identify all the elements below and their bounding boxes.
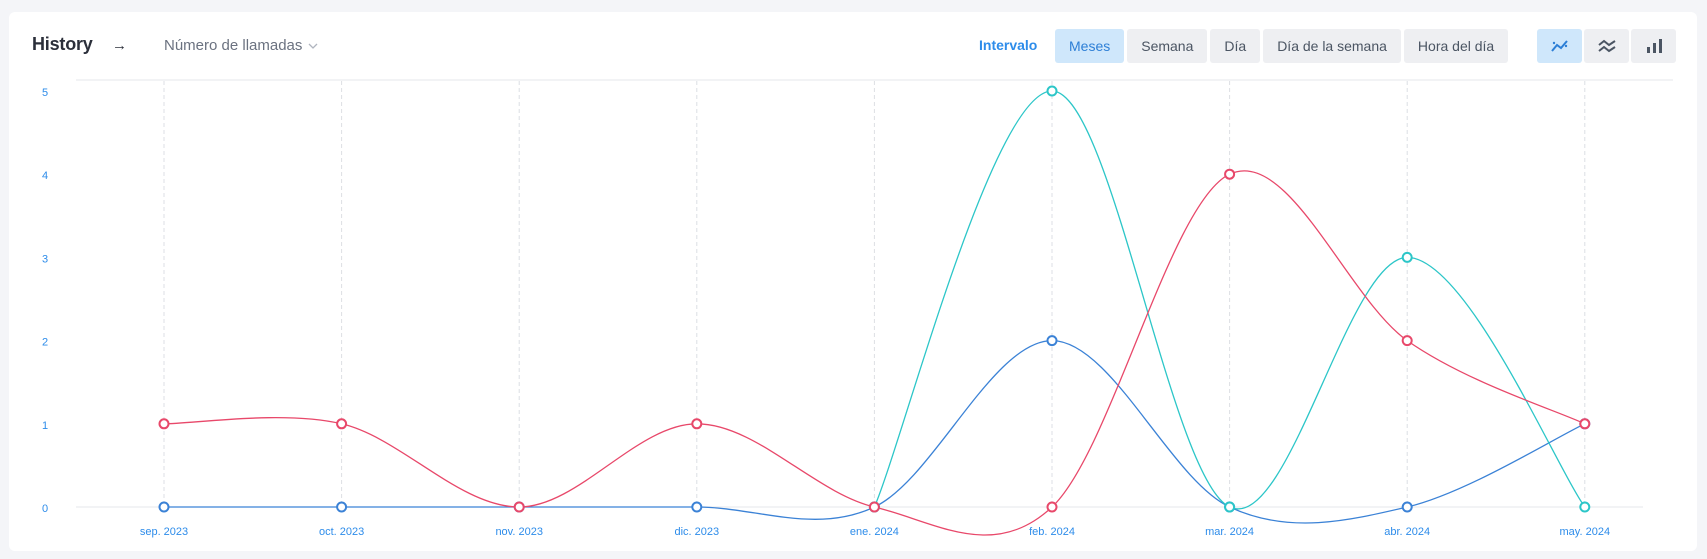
tab-hora-del-dia[interactable]: Hora del día: [1403, 29, 1509, 63]
series-line: [873, 90, 1586, 510]
x-tick-label: mar. 2024: [1205, 526, 1254, 538]
data-point: [158, 501, 170, 513]
data-point: [1224, 501, 1236, 513]
tab-meses[interactable]: Meses: [1055, 29, 1125, 63]
data-point: [1401, 335, 1413, 347]
chart-mode-toggle: [1537, 29, 1676, 63]
chevron-down-icon: [308, 43, 318, 49]
metric-dropdown-label: Número de llamadas: [164, 37, 303, 54]
y-tick-label: 5: [42, 87, 48, 99]
x-tick-label: dic. 2023: [674, 526, 719, 538]
x-tick-label: feb. 2024: [1029, 526, 1075, 538]
data-point: [1046, 501, 1058, 513]
data-point: [1579, 501, 1591, 513]
stacked-line-icon: [1597, 39, 1616, 53]
bar-chart-icon: [1646, 39, 1662, 53]
tab-semana[interactable]: Semana: [1127, 29, 1208, 63]
data-point: [1046, 85, 1058, 97]
x-tick-label: ene. 2024: [850, 526, 899, 538]
data-point: [336, 501, 348, 513]
metric-dropdown[interactable]: Número de llamadas: [164, 37, 318, 54]
x-tick-label: may. 2024: [1560, 526, 1611, 538]
history-card: [9, 12, 1697, 551]
data-point: [1401, 501, 1413, 513]
y-tick-label: 3: [42, 253, 48, 265]
y-tick-label: 1: [42, 420, 48, 432]
bar-chart-mode-button[interactable]: [1631, 29, 1676, 63]
series-line: [163, 339, 1586, 524]
data-point: [1401, 251, 1413, 263]
y-tick-label: 0: [42, 503, 48, 515]
smooth-line-icon: [1550, 40, 1568, 52]
smooth-line-mode-button[interactable]: [1537, 29, 1582, 63]
x-tick-label: oct. 2023: [319, 526, 364, 538]
x-tick-label: nov. 2023: [495, 526, 543, 538]
data-point: [513, 501, 525, 513]
tab-dia[interactable]: Día: [1210, 29, 1261, 63]
data-point: [1579, 418, 1591, 430]
stacked-line-mode-button[interactable]: [1584, 29, 1629, 63]
data-point: [158, 418, 170, 430]
interval-label: Intervalo: [979, 37, 1038, 53]
x-tick-label: abr. 2024: [1384, 526, 1430, 538]
interval-tabs: Meses Semana Día Día de la semana Hora d…: [1055, 29, 1509, 63]
arrow-icon[interactable]: →: [112, 37, 127, 54]
x-tick-label: sep. 2023: [140, 526, 188, 538]
y-tick-label: 2: [42, 337, 48, 349]
data-point: [1046, 335, 1058, 347]
data-point: [691, 501, 703, 513]
page-title: History: [32, 34, 93, 54]
series-line: [163, 170, 1586, 536]
tab-dia-de-la-semana[interactable]: Día de la semana: [1263, 29, 1401, 63]
data-point: [1224, 168, 1236, 180]
data-point: [336, 418, 348, 430]
data-point: [691, 418, 703, 430]
data-point: [868, 501, 880, 513]
y-tick-label: 4: [42, 170, 48, 182]
